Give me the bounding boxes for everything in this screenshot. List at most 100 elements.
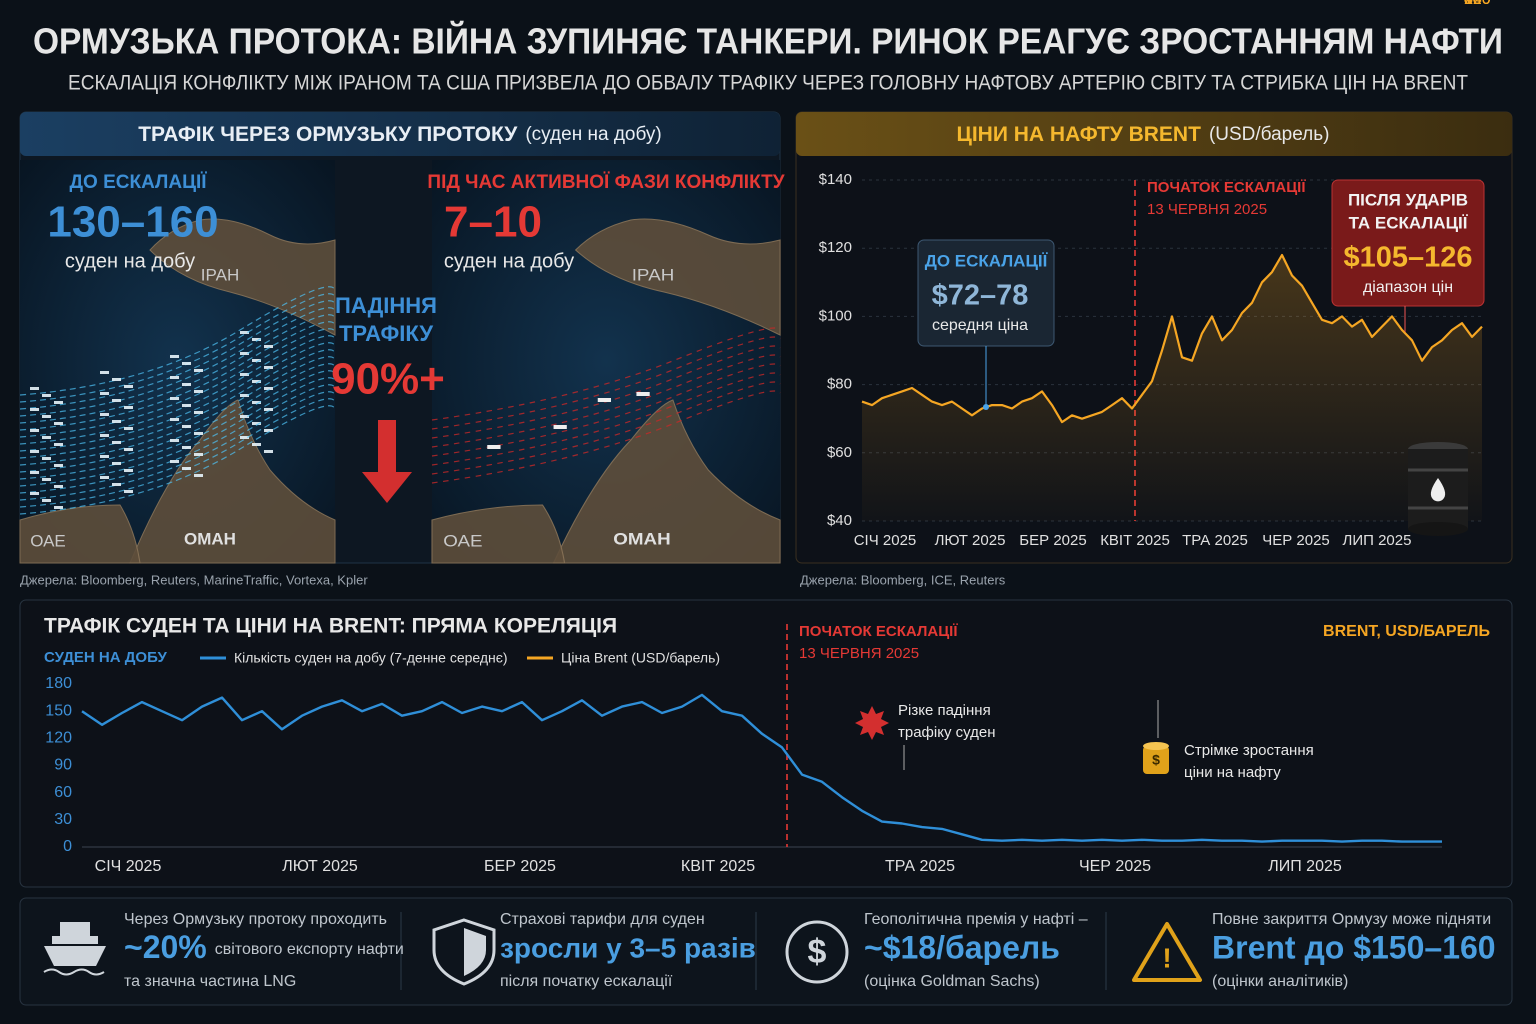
ship-icon	[43, 922, 106, 976]
burst-icon	[855, 706, 889, 740]
y-tick-label: $80	[827, 376, 852, 393]
ship-route	[19, 293, 336, 403]
series-line	[861, 253, 1483, 424]
ship-route	[19, 356, 336, 466]
ship	[124, 427, 133, 430]
ship	[112, 483, 121, 486]
during-label: ПІД ЧАС АКТИВНОЇ ФАЗИ КОНФЛІКТУ	[427, 172, 784, 193]
ship-route	[431, 327, 781, 421]
barrel-bottom	[1408, 522, 1468, 536]
brent-chart: $40 $60 $80 $100 $120 $140 СІЧ 2025 ЛЮТ 2025 БЕР…	[819, 171, 1483, 549]
y-tick-label: 150	[45, 702, 72, 719]
map-label: ІРАН	[201, 265, 240, 284]
warning-symbol: !	[1162, 942, 1171, 973]
y2-tick-label: 60	[1464, 0, 1482, 8]
ship	[124, 490, 133, 493]
y-tick-label: 180	[45, 675, 72, 692]
ship	[54, 506, 63, 509]
y-tick-label: 30	[54, 811, 72, 828]
ship	[182, 425, 191, 428]
note: Стрімке зростання	[1184, 742, 1314, 759]
ship	[170, 376, 179, 379]
ship-route	[19, 391, 336, 501]
callout-label: ДО ЕСКАЛАЦІЇ	[925, 251, 1049, 270]
panel-unit: (суден на добу)	[525, 124, 661, 145]
ship	[264, 366, 273, 369]
ship	[30, 450, 39, 453]
ship	[252, 401, 261, 404]
ship	[252, 359, 261, 362]
callout-value: $105–126	[1343, 242, 1472, 274]
ship	[30, 471, 39, 474]
ship	[487, 445, 501, 449]
event-label: 13 ЧЕРВНЯ 2025	[1147, 201, 1267, 218]
ship-route	[19, 321, 336, 431]
ship	[112, 378, 121, 381]
warning-icon	[1132, 922, 1202, 982]
ship	[30, 387, 39, 390]
correlation-panel	[19, 599, 1513, 888]
event-label: ПОЧАТОК ЕСКАЛАЦІЇ	[799, 623, 958, 640]
ship	[252, 422, 261, 425]
legend-label: Ціна Brent (USD/барель)	[561, 650, 720, 666]
shield-half	[464, 928, 486, 976]
event-label: 13 ЧЕРВНЯ 2025	[799, 645, 919, 662]
ship	[636, 392, 650, 396]
map-label: ОМАН	[184, 529, 236, 548]
ship	[194, 474, 203, 477]
stat-top: Повне закриття Ормузу може підняти	[1212, 911, 1491, 928]
ship	[112, 462, 121, 465]
x-tick-label: БЕР 2025	[484, 858, 556, 875]
land-iran	[574, 218, 781, 336]
ship	[42, 415, 51, 418]
y-tick-label: $60	[827, 444, 852, 461]
ship	[54, 443, 63, 446]
ship	[240, 331, 249, 334]
ship	[100, 392, 109, 395]
shield-icon	[432, 918, 496, 986]
x-tick-label: ЛЮТ 2025	[282, 858, 358, 875]
ship	[124, 385, 133, 388]
land-uae	[431, 504, 566, 564]
page-subtitle: ЕСКАЛАЦІЯ КОНФЛІКТУ МІЖ ІРАНОМ ТА США ПР…	[68, 72, 1468, 95]
ship	[42, 478, 51, 481]
legend-label: Кількість суден на добу (7-денне середнє…	[234, 650, 508, 666]
before-label: ДО ЕСКАЛАЦІЇ	[70, 172, 208, 193]
ship	[264, 345, 273, 348]
ship	[240, 352, 249, 355]
ship	[597, 398, 612, 402]
ship-route	[19, 314, 336, 424]
callout-after	[1331, 179, 1485, 307]
coin-icon: $	[1143, 742, 1169, 774]
x-tick-label: ТРА 2025	[885, 858, 955, 875]
stat-rest: світового експорту нафти	[215, 941, 404, 958]
ship-route	[19, 363, 336, 473]
ship	[182, 467, 191, 470]
ship-route	[431, 363, 781, 457]
ship	[194, 369, 203, 372]
during-value: 7–10	[444, 198, 542, 247]
coin-body	[1143, 746, 1169, 774]
x-tick-label: ЛИП 2025	[1343, 532, 1412, 549]
stat-bottom: та значна частина LNG	[124, 973, 296, 990]
ship	[170, 397, 179, 400]
before-value: 130–160	[47, 198, 218, 247]
y-tick-label: $120	[819, 239, 852, 256]
ship	[170, 418, 179, 421]
callout-dot	[983, 404, 989, 410]
panel-header	[20, 112, 780, 156]
dollar-icon	[785, 920, 849, 984]
ship	[100, 476, 109, 479]
ship	[54, 401, 63, 404]
x-tick-label: СІЧ 2025	[854, 532, 917, 549]
coin-symbol: $	[1152, 752, 1160, 768]
callout-label: ПІСЛЯ УДАРІВ	[1348, 190, 1468, 209]
ship-hull	[44, 946, 106, 966]
panel-title: ТРАФІК ЧЕРЕЗ ОРМУЗЬКУ ПРОТОКУ (суден на д…	[138, 123, 662, 146]
during-unit: суден на добу	[444, 250, 574, 272]
note: Різке падіння	[898, 702, 991, 719]
ship	[553, 425, 567, 429]
y-tick-label: $40	[827, 512, 852, 529]
ship	[100, 371, 109, 374]
